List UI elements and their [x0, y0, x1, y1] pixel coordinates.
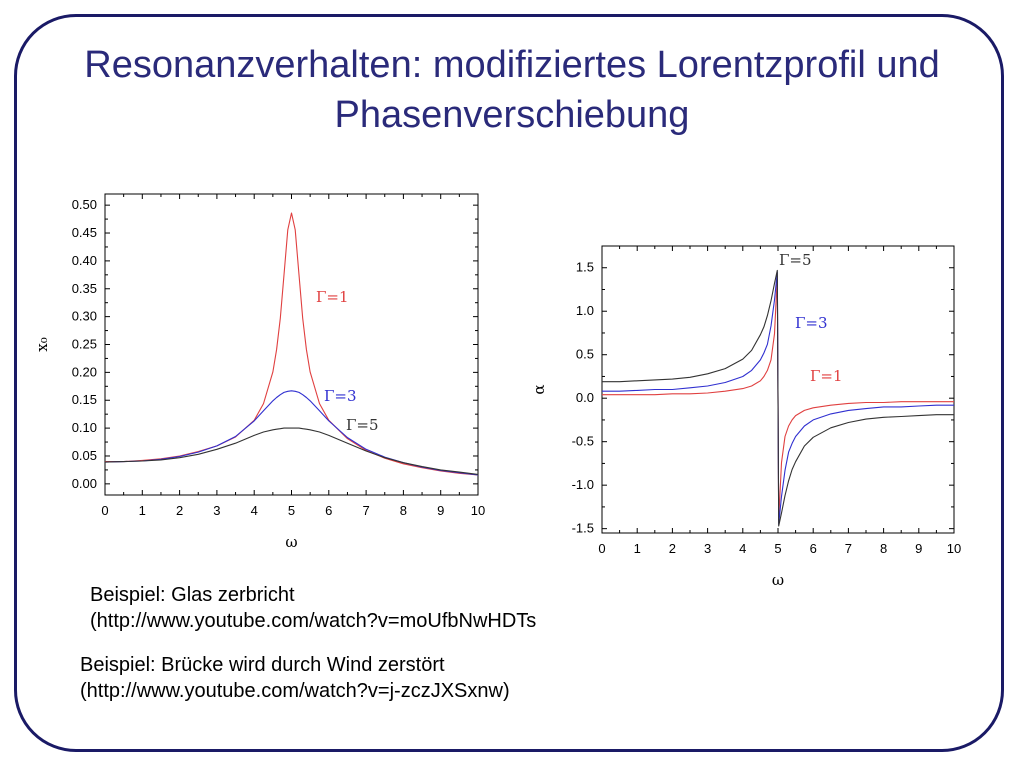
- y-tick-label: 0.00: [72, 476, 97, 491]
- y-tick-label: -1.5: [572, 521, 594, 536]
- series-line: [602, 269, 954, 527]
- x-tick-label: 5: [774, 541, 781, 556]
- series-label: Γ=3: [324, 387, 357, 405]
- y-tick-label: 0.20: [72, 364, 97, 379]
- y-tick-label: -0.5: [572, 434, 594, 449]
- x-tick-label: 7: [362, 503, 369, 518]
- example-bridge: Beispiel: Brücke wird durch Wind zerstör…: [80, 652, 510, 704]
- y-tick-label: 0.15: [72, 392, 97, 407]
- x-tick-label: 6: [810, 541, 817, 556]
- x-tick-label: 3: [213, 503, 220, 518]
- x-tick-label: 0: [101, 503, 108, 518]
- x-axis-label: ω: [285, 533, 297, 551]
- y-tick-label: 0.35: [72, 281, 97, 296]
- y-tick-label: 0.10: [72, 420, 97, 435]
- y-axis-label: α: [530, 384, 548, 394]
- y-tick-label: 0.0: [576, 390, 594, 405]
- x-axis-label: ω: [772, 571, 784, 589]
- x-tick-label: 4: [251, 503, 258, 518]
- series-line: [104, 390, 479, 476]
- y-tick-label: 0.5: [576, 347, 594, 362]
- x-tick-label: 10: [471, 503, 485, 518]
- x-tick-label: 4: [739, 541, 746, 556]
- x-tick-label: 7: [845, 541, 852, 556]
- x-tick-label: 1: [634, 541, 641, 556]
- slide-title-line-2: Phasenverschiebung: [334, 94, 690, 136]
- slide-title-line-1: Resonanzverhalten: modifiziertes Lorentz…: [84, 44, 940, 86]
- x-tick-label: 9: [915, 541, 922, 556]
- x-tick-label: 9: [437, 503, 444, 518]
- example-bridge-link[interactable]: (http://www.youtube.com/watch?v=j-zczJXS…: [80, 680, 510, 702]
- y-tick-label: 0.30: [72, 309, 97, 324]
- series-label: Γ=1: [810, 367, 843, 385]
- x-tick-label: 8: [880, 541, 887, 556]
- example-bridge-line-1: Beispiel: Brücke wird durch Wind zerstör…: [80, 654, 445, 676]
- x-tick-label: 6: [325, 503, 332, 518]
- series-line: [104, 427, 479, 475]
- series-label: Γ=1: [316, 288, 349, 306]
- x-tick-label: 1: [139, 503, 146, 518]
- x-tick-label: 3: [704, 541, 711, 556]
- y-tick-label: 0.45: [72, 225, 97, 240]
- y-tick-label: 0.40: [72, 253, 97, 268]
- example-glass-line-1: Beispiel: Glas zerbricht: [90, 584, 295, 606]
- y-tick-label: 1.5: [576, 260, 594, 275]
- slide-frame: [14, 14, 1004, 752]
- x-tick-label: 8: [400, 503, 407, 518]
- x-tick-label: 2: [669, 541, 676, 556]
- example-glass-link[interactable]: (http://www.youtube.com/watch?v=moUfbNwH…: [90, 610, 537, 632]
- series-label: Γ=5: [346, 416, 379, 434]
- y-tick-label: 0.05: [72, 448, 97, 463]
- series-label: Γ=5: [779, 251, 812, 269]
- y-axis-label: x₀: [33, 337, 51, 351]
- x-tick-label: 0: [598, 541, 605, 556]
- series-label: Γ=3: [795, 314, 828, 332]
- y-tick-label: 0.50: [72, 197, 97, 212]
- y-tick-label: -1.0: [572, 477, 594, 492]
- example-glass: Beispiel: Glas zerbricht (http://www.you…: [90, 582, 536, 634]
- y-tick-label: 0.25: [72, 337, 97, 352]
- x-tick-label: 10: [947, 541, 961, 556]
- x-tick-label: 5: [288, 503, 295, 518]
- x-tick-label: 2: [176, 503, 183, 518]
- y-tick-label: 1.0: [576, 303, 594, 318]
- slide-title: Resonanzverhalten: modifiziertes Lorentz…: [40, 40, 984, 140]
